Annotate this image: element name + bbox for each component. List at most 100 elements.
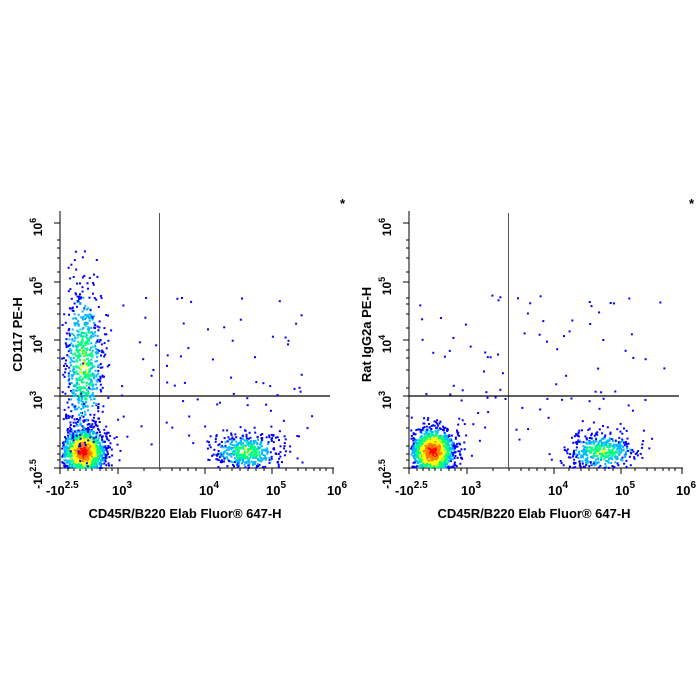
event-dot xyxy=(250,446,253,449)
event-dot xyxy=(92,426,95,429)
event-dot xyxy=(87,457,90,460)
event-dot xyxy=(268,436,271,439)
event-dot xyxy=(71,332,74,335)
event-dot xyxy=(80,442,82,445)
event-dot xyxy=(594,445,597,448)
event-dot xyxy=(433,449,436,452)
event-dot xyxy=(432,424,435,427)
event-dot xyxy=(219,460,222,463)
event-dot xyxy=(428,458,431,461)
event-dot xyxy=(447,448,450,451)
event-dot xyxy=(253,447,256,450)
event-dot xyxy=(80,371,83,374)
event-dot xyxy=(413,452,416,455)
event-dot xyxy=(81,339,84,342)
event-dot xyxy=(211,454,214,457)
event-dot xyxy=(67,329,70,332)
event-dot xyxy=(69,357,72,359)
event-dot xyxy=(491,294,494,297)
event-dot xyxy=(642,429,645,432)
event-dot xyxy=(85,308,88,311)
event-dot xyxy=(61,357,64,360)
event-dot xyxy=(78,342,81,345)
event-dot xyxy=(593,434,596,437)
event-dot xyxy=(77,344,80,347)
event-dot xyxy=(90,398,93,401)
event-dot xyxy=(92,450,95,453)
event-dot xyxy=(93,321,96,324)
event-dot xyxy=(592,439,595,442)
event-dot xyxy=(71,434,74,437)
event-dot xyxy=(559,460,562,462)
event-dot xyxy=(93,297,96,300)
event-dot xyxy=(441,458,444,461)
event-dot xyxy=(138,341,141,344)
event-dot xyxy=(91,374,94,377)
event-dot xyxy=(80,370,83,373)
event-dot xyxy=(65,332,68,335)
event-dot xyxy=(75,366,78,369)
event-dot xyxy=(229,442,232,445)
event-dot xyxy=(623,444,626,447)
event-dot xyxy=(223,437,226,440)
event-dot xyxy=(74,371,77,374)
event-dot xyxy=(605,460,608,462)
event-dot xyxy=(437,429,440,431)
event-dot xyxy=(427,428,429,431)
event-dot xyxy=(422,449,425,451)
event-dot xyxy=(83,307,86,310)
event-dot xyxy=(441,450,444,453)
event-dot xyxy=(434,430,437,433)
event-dot xyxy=(83,375,86,378)
event-dot xyxy=(477,412,480,414)
event-dot xyxy=(648,447,651,450)
event-dot xyxy=(616,451,619,454)
event-dot xyxy=(438,427,441,430)
event-dot xyxy=(89,309,92,312)
event-dot xyxy=(599,464,602,467)
event-dot xyxy=(597,444,600,446)
event-dot xyxy=(283,435,286,438)
event-dot xyxy=(621,440,624,443)
event-dot xyxy=(560,462,563,465)
event-dot xyxy=(206,447,209,450)
event-dot xyxy=(416,460,419,463)
event-dot xyxy=(257,438,259,441)
event-dot xyxy=(82,362,85,365)
y-tick-label: -102.5 xyxy=(28,459,45,489)
event-dot xyxy=(269,451,272,454)
event-dot xyxy=(108,464,110,467)
event-dot xyxy=(110,329,113,332)
event-dot xyxy=(62,452,65,455)
event-dot xyxy=(78,449,81,452)
event-dot xyxy=(67,379,70,382)
event-dot xyxy=(432,450,435,453)
event-dot xyxy=(433,435,436,438)
event-dot xyxy=(75,354,78,357)
event-dot xyxy=(585,458,588,461)
event-dot xyxy=(85,384,88,387)
event-dot xyxy=(241,455,244,458)
event-dot xyxy=(429,444,432,447)
event-dot xyxy=(81,364,84,367)
event-dot xyxy=(261,439,264,442)
event-dot xyxy=(103,333,106,336)
event-dot xyxy=(258,459,261,462)
event-dot xyxy=(618,436,621,439)
event-dot xyxy=(212,453,215,456)
event-dot xyxy=(67,452,69,455)
event-dot xyxy=(257,465,260,467)
event-dot xyxy=(64,464,67,467)
event-dot xyxy=(615,445,618,448)
event-dot xyxy=(74,447,77,450)
event-dot xyxy=(85,442,88,445)
event-dot xyxy=(75,431,78,434)
event-dot xyxy=(611,449,614,452)
event-dot xyxy=(78,461,80,464)
event-dot xyxy=(71,403,74,406)
event-dot xyxy=(239,437,242,440)
event-dot xyxy=(71,438,73,441)
event-dot xyxy=(590,434,593,437)
event-dot xyxy=(418,442,421,445)
event-dot xyxy=(70,364,72,367)
